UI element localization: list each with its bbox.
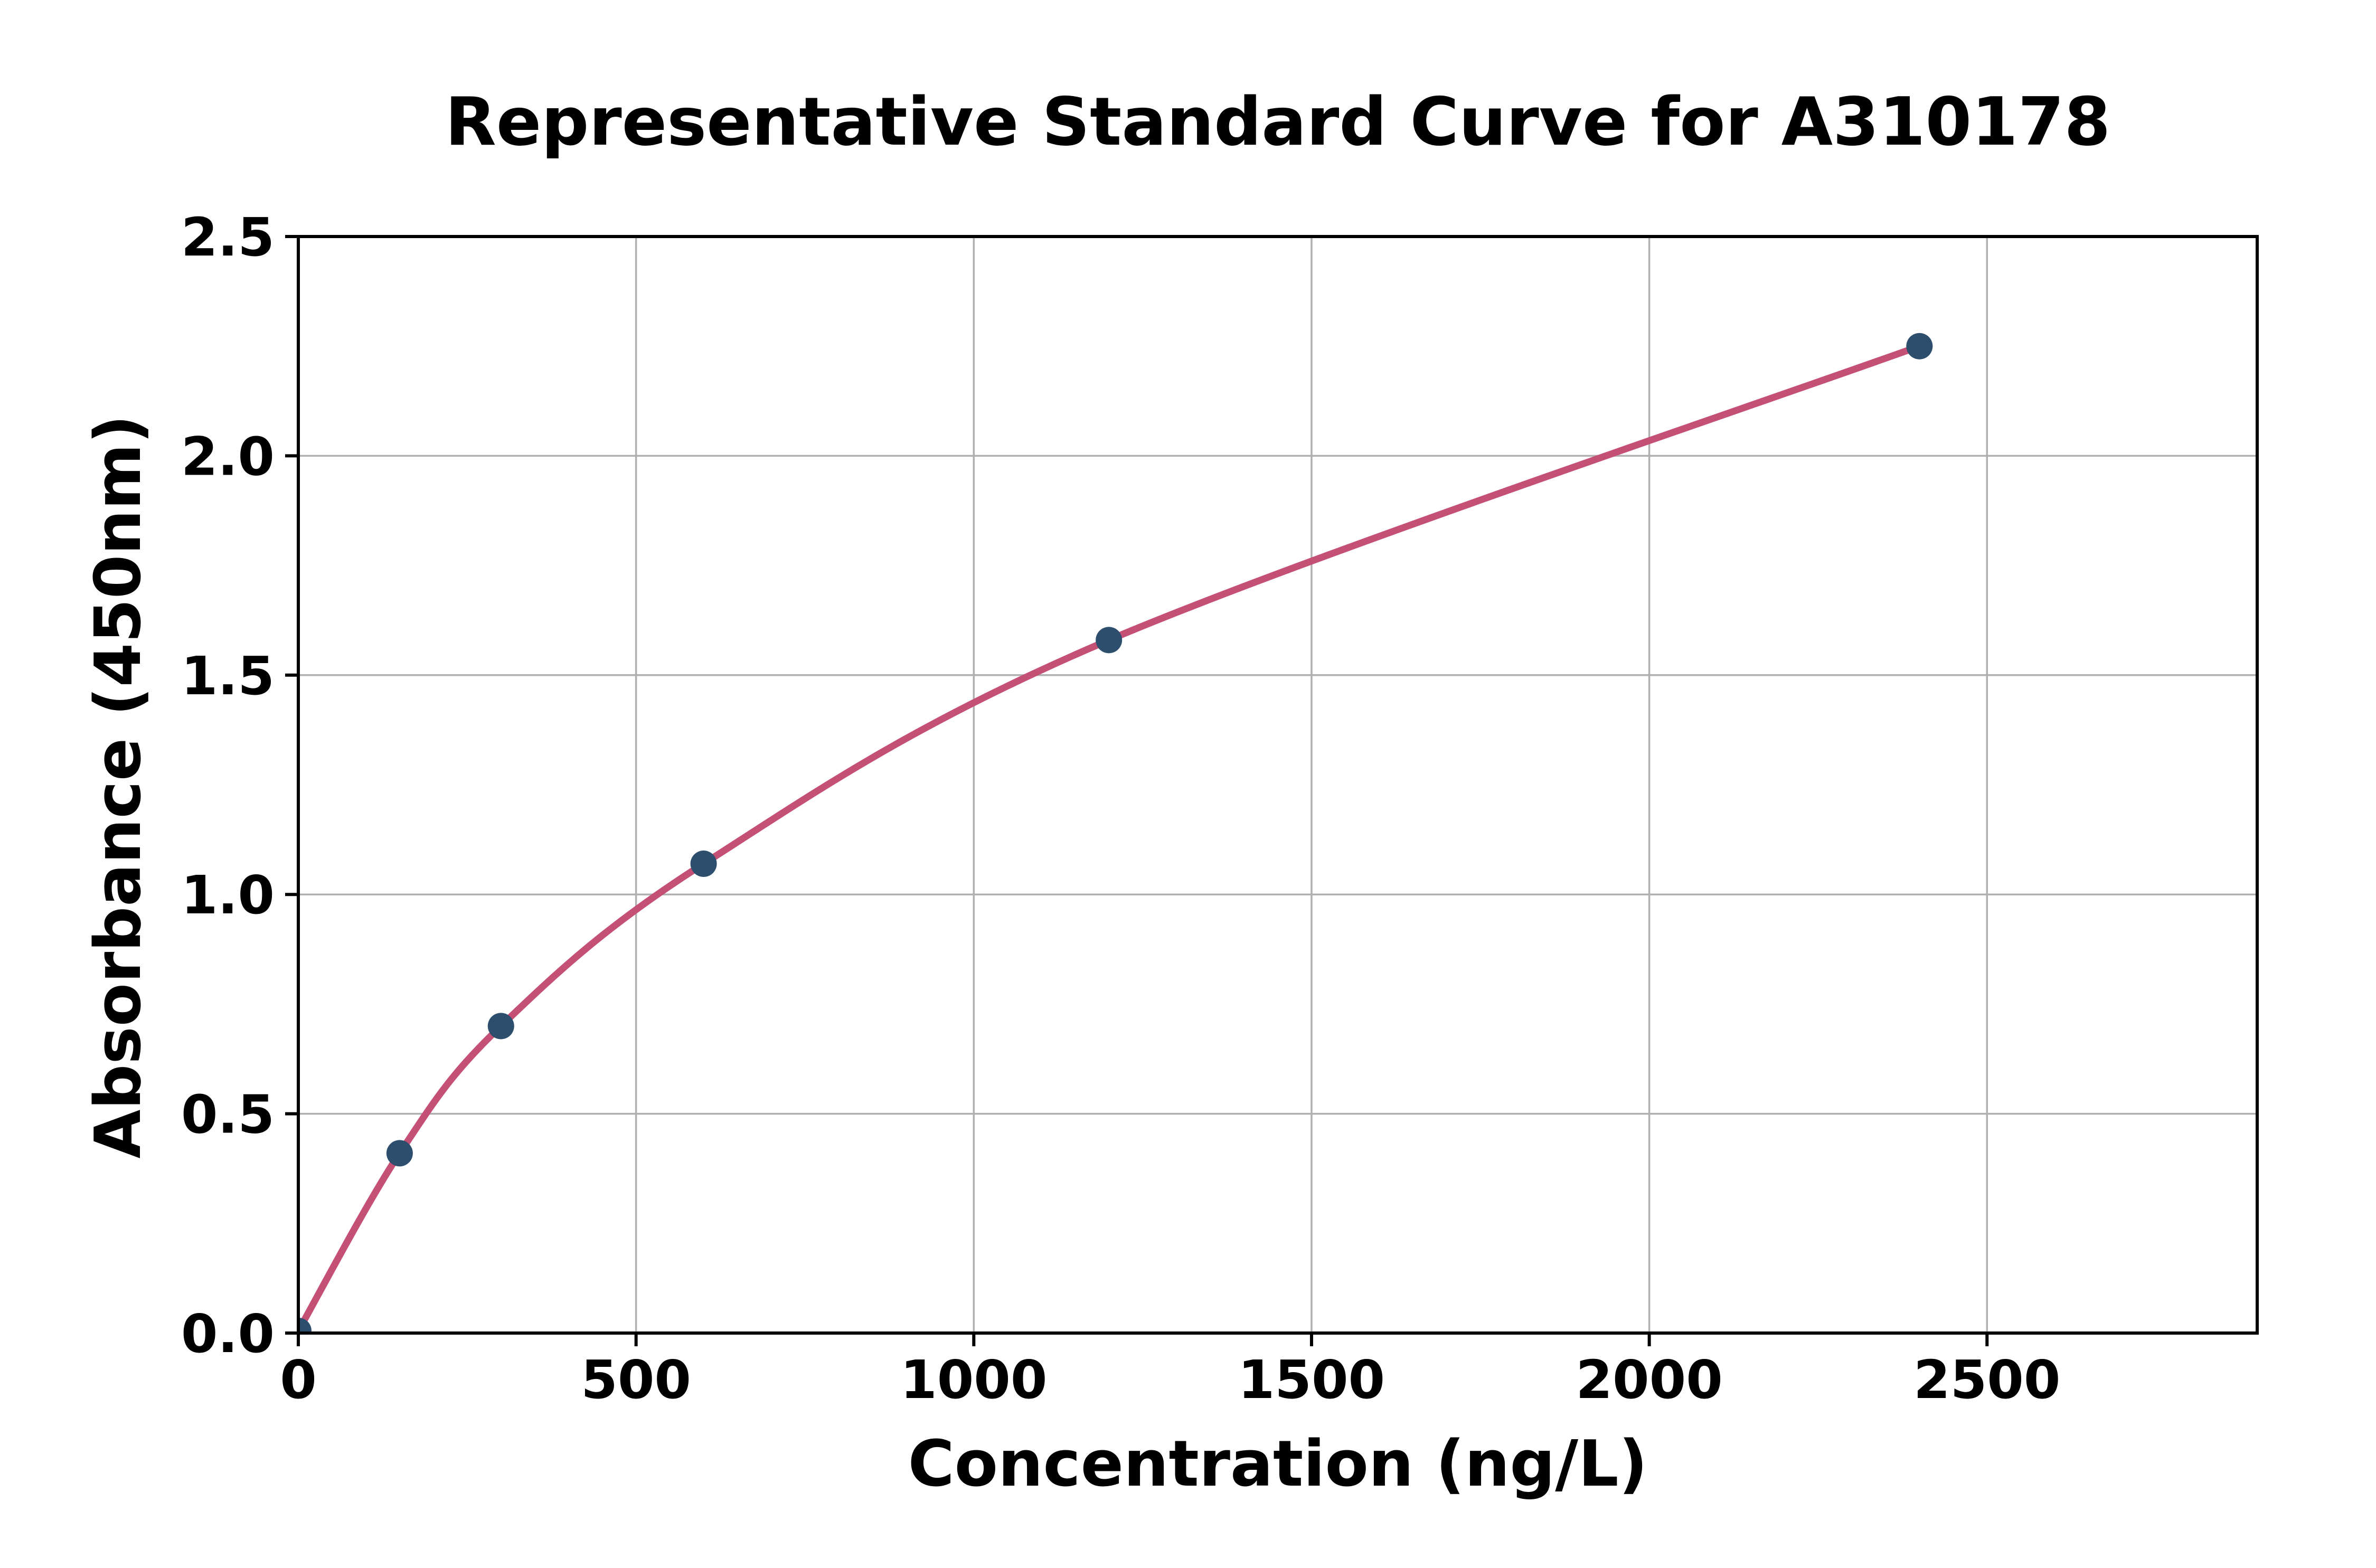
data-point-marker (487, 1013, 514, 1040)
y-tick-label: 1.0 (181, 864, 275, 926)
data-point-marker (1906, 333, 1933, 360)
data-point-marker (690, 851, 717, 877)
x-tick-label: 0 (280, 1349, 317, 1411)
y-axis-label: Absorbance (450nm) (82, 414, 155, 1159)
y-tick-label: 1.5 (181, 645, 275, 707)
grid-lines (297, 235, 2257, 1334)
x-axis-label: Concentration (ng/L) (908, 1428, 1648, 1501)
y-tick-label: 2.5 (181, 206, 275, 268)
y-tick-label: 0.5 (181, 1084, 275, 1146)
chart-title: Representative Standard Curve for A31017… (445, 83, 2111, 160)
x-tick-label: 1000 (900, 1349, 1047, 1411)
x-tick-label: 1500 (1238, 1349, 1385, 1411)
data-point-marker (298, 1317, 312, 1333)
x-tick-label: 500 (581, 1349, 691, 1411)
x-tick-label: 2500 (1913, 1349, 2060, 1411)
tick-labels: 0 500 1000 1500 2000 2500 0.0 0.5 1.0 1.5 2.0 2.5 (181, 206, 2061, 1411)
y-tick-label: 2.0 (181, 426, 275, 487)
plot-border (297, 235, 2259, 1335)
y-tick-label: 0.0 (181, 1303, 275, 1365)
x-tick-label: 2000 (1576, 1349, 1722, 1411)
fit-curve (298, 343, 1923, 1333)
data-point-marker (386, 1140, 413, 1167)
tick-marks (285, 235, 1989, 1346)
data-point-marker (1096, 627, 1123, 654)
data-layer (298, 333, 1933, 1333)
